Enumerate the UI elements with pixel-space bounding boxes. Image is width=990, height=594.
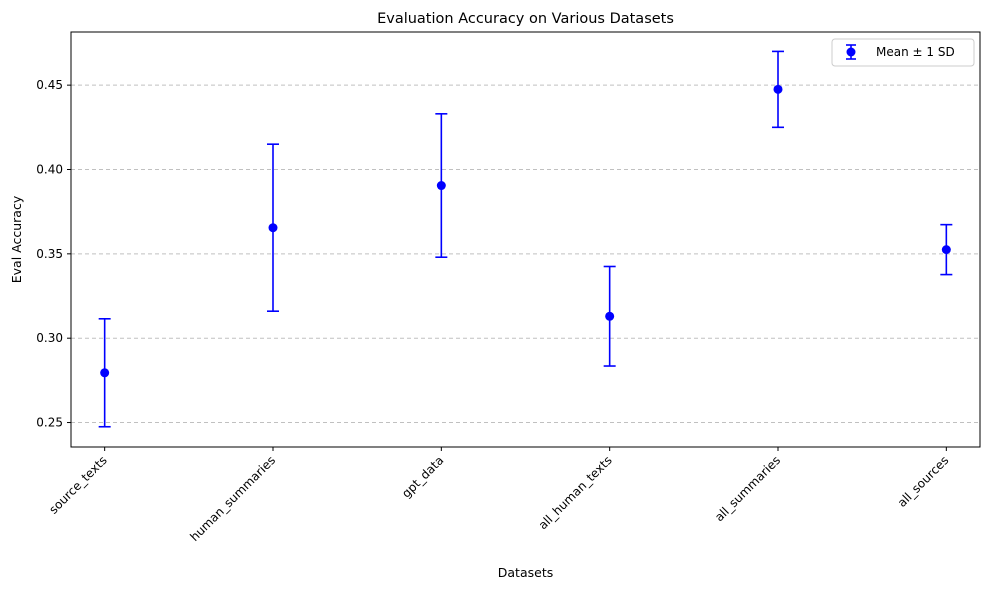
mean-point [100,368,110,378]
mean-point [941,245,951,255]
errorbar-human_summaries [267,143,279,312]
errorbar-source_texts [98,317,111,428]
data-points [98,50,953,428]
x-axis-ticks: source_texts human_summaries gpt_data all_h… [46,447,951,544]
x-tick-label: source_texts [46,453,109,516]
y-tick-label: 0.45 [36,78,63,92]
x-tick-label: gpt_data [399,453,446,500]
y-axis-label: Eval Accuracy [9,195,24,283]
chart-title: Evaluation Accuracy on Various Datasets [377,11,674,27]
mean-point [436,181,446,191]
x-tick-label: all_human_texts [536,453,615,532]
errorbar-gpt_data [435,113,448,259]
legend-mean-point [846,47,856,57]
mean-point [773,84,783,94]
mean-point [605,311,615,321]
x-tick-label: all_sources [895,453,952,510]
y-tick-label: 0.40 [36,162,63,176]
errorbar-all_sources [940,223,953,276]
plot-area-frame [70,31,981,448]
y-tick-label: 0.30 [36,331,63,345]
y-gridlines [71,84,980,424]
y-axis-ticks: 0.25 0.30 0.35 0.40 0.45 [36,78,71,430]
errorbar-all_human_texts [603,265,616,367]
legend-box [831,38,975,67]
x-tick-label: all_summaries [712,453,783,524]
x-axis-label: Datasets [498,565,553,580]
errorbar-all_summaries [772,50,784,129]
mean-point [268,223,278,233]
y-tick-label: 0.25 [36,416,63,430]
x-tick-label: human_summaries [187,453,278,544]
legend-errorbar-marker [846,44,856,60]
legend: Mean ± 1 SD [831,38,975,67]
y-tick-label: 0.35 [36,247,63,261]
legend-entry-label: Mean ± 1 SD [876,45,955,59]
